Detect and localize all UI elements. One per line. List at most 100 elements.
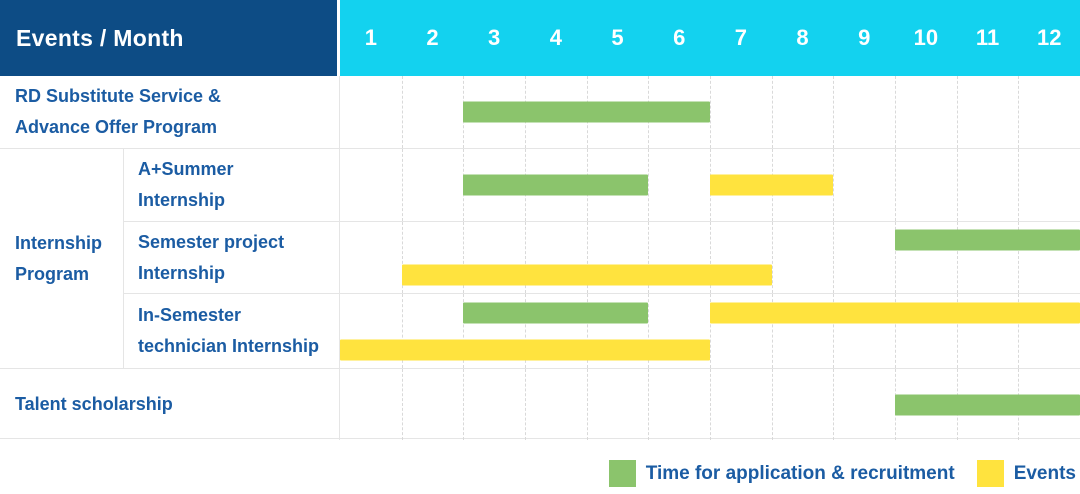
month-gridline <box>771 76 773 148</box>
timeline-line <box>340 149 1080 221</box>
legend-label-events: Events <box>1013 462 1076 484</box>
month-gridline <box>895 294 896 368</box>
month-gridline <box>586 294 588 368</box>
table-header-row: Events / Month 1 2 3 4 5 6 7 8 9 10 11 12 <box>0 0 1080 76</box>
month-gridline <box>833 149 835 221</box>
timeline-rd-substitute <box>340 76 1080 148</box>
month-header-7: 7 <box>734 25 747 50</box>
month-header-11: 11 <box>975 25 1000 50</box>
timeline-a-plus-summer <box>340 149 1080 221</box>
month-gridline <box>710 76 711 148</box>
row-talent-scholarship: Talent scholarship <box>0 368 1080 440</box>
month-gridline <box>771 294 773 368</box>
row-label-line: technician Internship <box>138 336 320 356</box>
month-gridline <box>648 149 650 221</box>
month-header-10: 10 <box>913 25 939 50</box>
month-gridline <box>895 76 896 148</box>
month-header-12: 12 <box>1036 25 1062 50</box>
group-rows: A+Summer Internship Semester project Int… <box>124 149 1080 368</box>
month-gridline <box>1018 149 1020 221</box>
group-internship-program: Internship Program A+Summer Internship S… <box>0 148 1080 368</box>
row-label-line: Internship <box>138 262 226 283</box>
month-gridline <box>771 222 773 293</box>
legend-swatch-events <box>976 460 1004 487</box>
month-gridline <box>956 76 958 148</box>
row-label-rd-substitute: RD Substitute Service & Advance Offer Pr… <box>0 76 340 148</box>
row-a-plus-summer: A+Summer Internship <box>124 149 1080 221</box>
gantt-bar-events <box>710 302 1080 323</box>
month-gridline <box>895 149 896 221</box>
gantt-table: Events / Month 1 2 3 4 5 6 7 8 9 10 11 12 RD Substi… <box>0 0 1080 440</box>
row-semester-project: Semester project Internship <box>124 221 1080 293</box>
month-gridline <box>833 369 835 440</box>
gantt-bar-application <box>463 101 710 123</box>
month-header-6: 6 <box>673 25 686 50</box>
row-rd-substitute: RD Substitute Service & Advance Offer Pr… <box>0 76 1080 148</box>
month-gridline <box>1018 222 1020 293</box>
month-gridline <box>956 222 958 293</box>
month-gridline <box>833 294 835 368</box>
row-label-line: RD Substitute Service & <box>15 86 222 106</box>
timeline-in-semester-technician <box>340 294 1080 368</box>
month-gridline <box>956 294 958 368</box>
month-header-1: 1 <box>364 25 377 50</box>
legend-label-application: Time for application & recruitment <box>645 462 955 484</box>
month-gridline <box>1018 76 1020 148</box>
row-label-line: In-Semester <box>138 305 242 325</box>
month-gridline <box>463 294 465 368</box>
month-gridline <box>586 369 588 440</box>
group-label-line: Program <box>15 263 90 284</box>
timeline-line <box>340 369 1080 440</box>
row-label-semester-project: Semester project Internship <box>124 222 340 293</box>
month-gridline <box>586 222 588 293</box>
month-gridline <box>525 294 526 368</box>
row-label-talent-scholarship: Talent scholarship <box>0 369 340 440</box>
month-gridline <box>648 222 650 293</box>
row-in-semester-technician: In-Semester technician Internship <box>124 293 1080 368</box>
month-gridline <box>895 222 896 293</box>
timeline-talent-scholarship <box>340 369 1080 440</box>
month-gridline <box>648 294 650 368</box>
month-gridline <box>525 222 526 293</box>
gantt-bar-events <box>401 264 772 286</box>
month-gridline <box>833 76 835 148</box>
timeline-line <box>340 294 1080 331</box>
month-gridline <box>648 369 650 440</box>
month-header-8: 8 <box>796 25 809 50</box>
events-month-header-cell: Events / Month <box>0 0 340 76</box>
group-label-line: Internship <box>15 232 103 253</box>
month-gridline <box>401 76 403 148</box>
month-gridline <box>401 369 403 440</box>
month-gridline <box>525 369 526 440</box>
group-label-internship-program: Internship Program <box>0 149 124 368</box>
row-label-line: Advance Offer Program <box>15 117 218 137</box>
month-header-3: 3 <box>488 25 501 50</box>
gantt-bar-events <box>340 339 710 360</box>
legend: Time for application & recruitment Event… <box>0 439 1080 494</box>
month-header-2: 2 <box>426 25 439 50</box>
month-gridline <box>1018 294 1020 368</box>
month-header-9: 9 <box>858 25 871 50</box>
row-label-line: A+Summer <box>138 159 234 179</box>
month-gridline <box>771 369 773 440</box>
month-gridline <box>463 222 465 293</box>
timeline-line <box>340 222 1080 258</box>
legend-swatch-application <box>608 460 636 487</box>
month-gridline <box>401 149 403 221</box>
row-label-line: Semester project <box>138 231 285 252</box>
gantt-bar-application <box>463 302 649 323</box>
gantt-bar-application <box>895 229 1080 251</box>
month-header-5: 5 <box>611 25 624 50</box>
timeline-line <box>340 258 1080 294</box>
month-gridline <box>401 222 403 293</box>
row-label-in-semester-technician: In-Semester technician Internship <box>124 294 340 368</box>
month-gridline <box>956 149 958 221</box>
timeline-semester-project <box>340 222 1080 293</box>
row-label-line: Talent scholarship <box>15 394 173 414</box>
month-header-strip: 1 2 3 4 5 6 7 8 9 10 11 12 <box>340 0 1080 76</box>
row-label-line: Internship <box>138 190 226 210</box>
gantt-bar-application <box>463 174 649 196</box>
timeline-line <box>340 76 1080 148</box>
month-gridline <box>710 222 711 293</box>
